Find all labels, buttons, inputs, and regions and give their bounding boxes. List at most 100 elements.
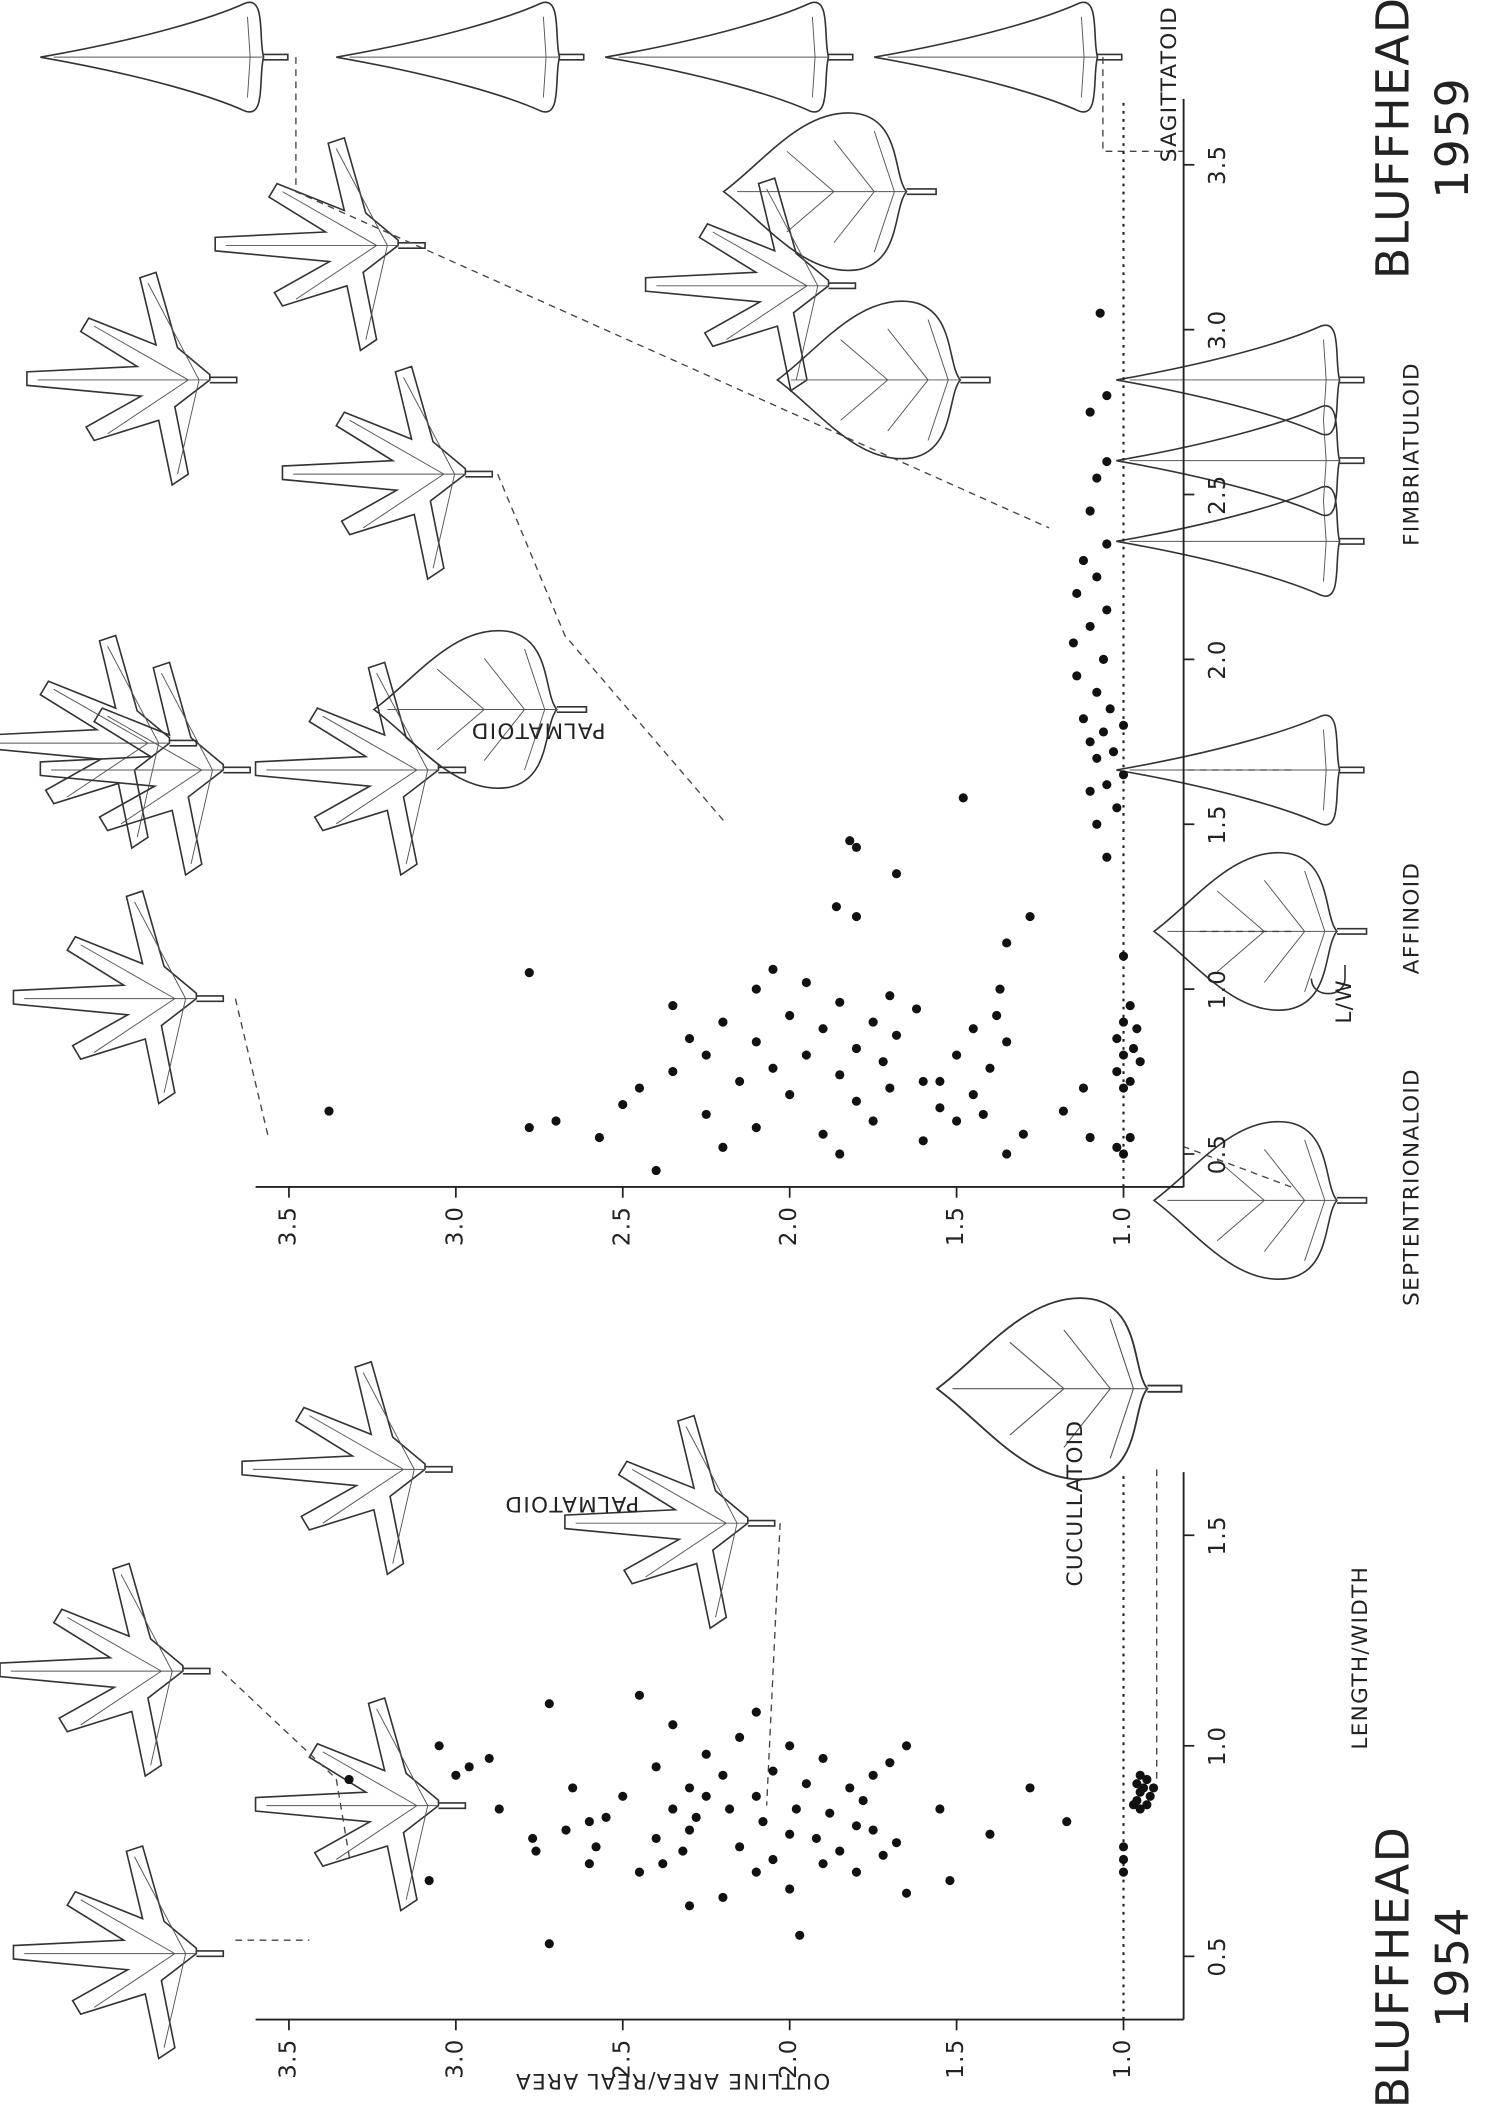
data-point [1096, 309, 1105, 318]
guide [1184, 1147, 1292, 1187]
leaf [646, 178, 856, 391]
data-point [1112, 1143, 1121, 1152]
x-tick-label: 1.0 [1205, 1726, 1231, 1766]
data-point [835, 1149, 844, 1158]
data-point [1136, 1057, 1145, 1066]
data-point [785, 1741, 794, 1750]
guide [767, 1523, 780, 1805]
data-point [635, 1083, 644, 1092]
data-point [852, 1044, 861, 1053]
data-point [531, 1846, 540, 1855]
data-point [1119, 1050, 1128, 1059]
data-point [1119, 1149, 1128, 1158]
data-point [1079, 714, 1088, 723]
data-point [859, 1796, 868, 1805]
leaf [256, 1698, 466, 1911]
data-point [702, 1110, 711, 1119]
data-point [652, 1166, 661, 1175]
y-tick-label: 3.0 [442, 2038, 468, 2078]
leaf [605, 2, 852, 112]
leaf [1116, 325, 1363, 435]
data-point [601, 1813, 610, 1822]
data-point [1079, 1083, 1088, 1092]
data-point [852, 1868, 861, 1877]
leaf [215, 138, 425, 351]
data-point [718, 1893, 727, 1902]
data-point [1092, 572, 1101, 581]
data-point [795, 1931, 804, 1940]
data-point [885, 991, 894, 1000]
data-point [485, 1754, 494, 1763]
leaf [256, 662, 466, 875]
data-point [812, 1834, 821, 1843]
data-point [1092, 820, 1101, 829]
data-point [1059, 1107, 1068, 1116]
data-point [869, 1116, 878, 1125]
data-point [1119, 721, 1128, 730]
data-point [818, 1024, 827, 1033]
data-point [1132, 1024, 1141, 1033]
leaf [1116, 487, 1363, 597]
data-point [702, 1050, 711, 1059]
data-point [1149, 1783, 1158, 1792]
data-point [879, 1057, 888, 1066]
data-point [802, 1779, 811, 1788]
data-point [1025, 912, 1034, 921]
leaf [336, 2, 583, 112]
data-point [702, 1750, 711, 1759]
guide [222, 1671, 350, 1859]
data-point [785, 1090, 794, 1099]
data-point [1119, 1018, 1128, 1027]
leaf [565, 1416, 775, 1629]
data-point [802, 1050, 811, 1059]
data-point [818, 1859, 827, 1868]
data-point [869, 1771, 878, 1780]
data-point [752, 1037, 761, 1046]
page: {"chart_data": [ {"type": "scatter", "ti… [0, 0, 1485, 2115]
data-point [525, 968, 534, 977]
data-point [1132, 1779, 1141, 1788]
data-point [1142, 1800, 1151, 1809]
x-tick-label: 1.0 [1205, 969, 1231, 1009]
y-axis-label: OUTLINE AREA/REAL AREA [515, 2068, 831, 2093]
data-point [885, 1083, 894, 1092]
data-point [768, 1855, 777, 1864]
data-point [752, 1792, 761, 1801]
x-tick-label: 2.5 [1205, 474, 1231, 514]
data-point [1086, 787, 1095, 796]
data-point [1102, 391, 1111, 400]
leaf [0, 635, 196, 848]
data-point [952, 1116, 961, 1125]
data-point [618, 1792, 627, 1801]
data-point [845, 1783, 854, 1792]
data-point [902, 1741, 911, 1750]
x-tick-label: 0.5 [1205, 1134, 1231, 1174]
data-point [912, 1004, 921, 1013]
data-point [1069, 638, 1078, 647]
data-point [995, 985, 1004, 994]
data-point [1002, 1149, 1011, 1158]
leaf [937, 1298, 1181, 1479]
data-point [585, 1817, 594, 1826]
data-point [324, 1107, 333, 1116]
data-point [678, 1846, 687, 1855]
leaf [40, 662, 250, 875]
data-point [1129, 1800, 1138, 1809]
data-point [465, 1762, 474, 1771]
data-point [1129, 1044, 1138, 1053]
data-point [985, 1064, 994, 1073]
data-point [668, 1804, 677, 1813]
data-point [1126, 1133, 1135, 1142]
data-point [919, 1077, 928, 1086]
x-tick-label: 3.0 [1205, 309, 1231, 349]
data-point [1002, 1037, 1011, 1046]
leaf [1116, 406, 1363, 516]
data-point [758, 1817, 767, 1826]
data-point [768, 1064, 777, 1073]
data-point [768, 965, 777, 974]
figure-body: 1.01.52.02.53.03.50.51.01.5BLUFFHEAD1954… [0, 0, 1479, 2108]
data-point [618, 1100, 627, 1109]
data-point [1106, 704, 1115, 713]
data-point [595, 1133, 604, 1142]
chart-subtitle: 1959 [1426, 77, 1479, 199]
